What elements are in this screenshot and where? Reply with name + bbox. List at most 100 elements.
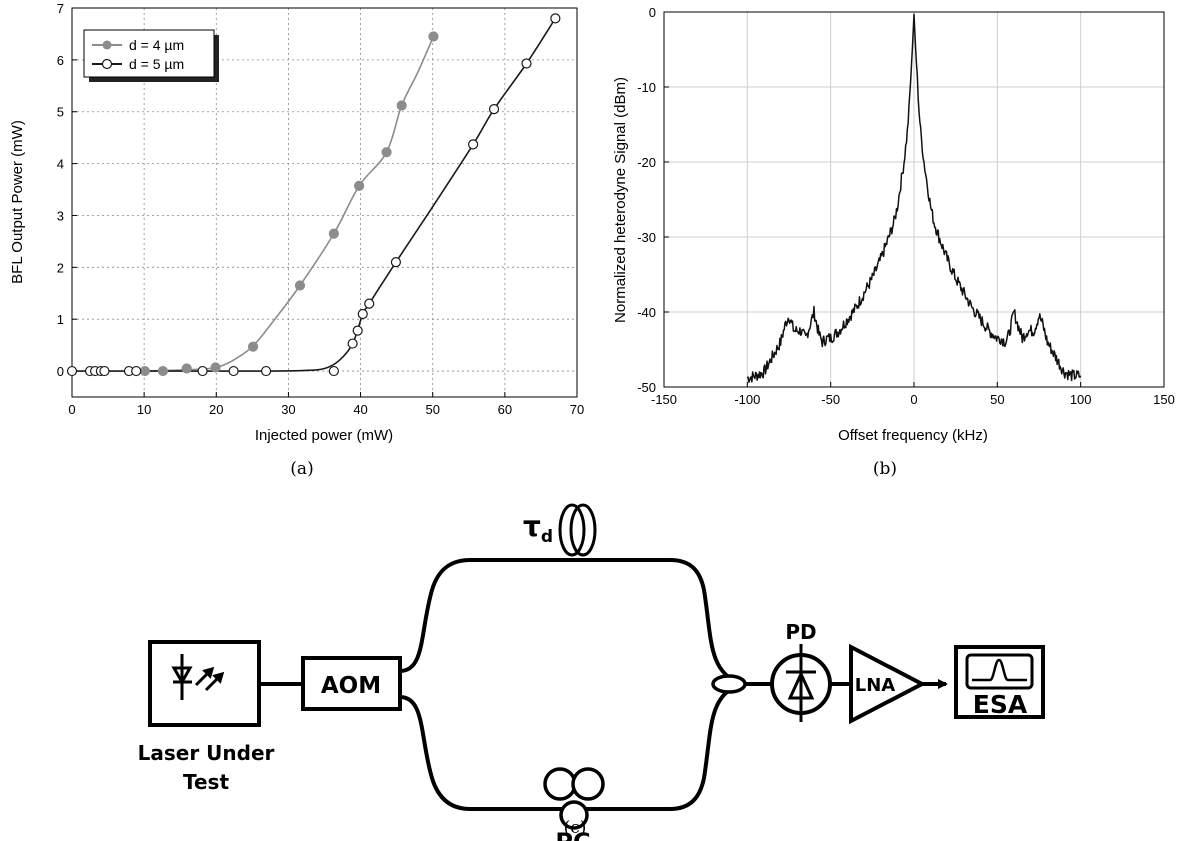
delay-subscript: d	[541, 527, 553, 547]
photodiode-icon	[770, 644, 832, 722]
esa-spectrum-icon	[972, 658, 1027, 682]
esa-label: ESA	[973, 690, 1028, 719]
chart-a-ytick-label: 1	[57, 312, 64, 327]
chart-a-points	[66, 13, 561, 377]
setup-diagram	[148, 503, 1045, 830]
chart-a-series-1-point	[181, 363, 192, 374]
chart-a-series-2-point	[328, 365, 339, 377]
chart-a-ytick-label: 4	[57, 157, 64, 172]
laser-diode-icon	[171, 654, 225, 700]
chart-b: -150 -100 -50 0 50 100 150 0 -10 -20 -30 -40 -50 Off…	[612, 5, 1175, 479]
chart-b-ytick-label: -50	[637, 380, 656, 395]
pc-label: PC	[555, 828, 590, 841]
chart-b-xtick-label: 50	[990, 392, 1004, 407]
fiber-upper-arm	[399, 558, 741, 686]
fiber-coupler-icon	[711, 674, 747, 694]
chart-a: 0 10 20 30 40 50 60 70 0 1 2 3 4 5 6 7 d = 4 µm d = 5 µ…	[9, 1, 584, 479]
chart-a-xtick-label: 10	[137, 402, 151, 417]
chart-a-series-1-point	[157, 365, 168, 377]
chart-b-grid	[664, 12, 1164, 387]
chart-a-series-1-point	[428, 31, 439, 42]
chart-b-xtick-label: -50	[821, 392, 840, 407]
chart-b-xtick-label: -100	[734, 392, 760, 407]
chart-a-ytick-label: 3	[57, 208, 64, 223]
chart-b-ytick-label: 0	[649, 5, 656, 20]
chart-a-series-1-point	[396, 100, 407, 111]
chart-a-ytick-label: 2	[57, 260, 64, 275]
chart-a-series-1-point	[328, 228, 339, 239]
esa-screen-icon	[965, 653, 1034, 690]
chart-a-series-1-point	[247, 341, 259, 352]
chart-a-xtick-label: 40	[353, 402, 367, 417]
chart-a-ytick-label: 6	[57, 53, 64, 68]
chart-a-xtick-label: 60	[498, 402, 512, 417]
delay-symbol: τ	[523, 510, 541, 543]
legend-label-d5: d = 5 µm	[129, 56, 184, 72]
laser-label-line2: Test	[183, 770, 229, 794]
chart-b-series-line	[746, 13, 1082, 383]
chart-a-xtick-label: 0	[68, 402, 75, 417]
chart-b-ylabel: Normalized heterodyne Signal (dBm)	[612, 77, 629, 323]
polarization-controller-icon	[543, 767, 605, 830]
chart-a-series-2-point	[357, 308, 368, 320]
chart-b-ytick-label: -30	[637, 230, 656, 245]
chart-a-ytick-label: 0	[57, 364, 64, 379]
chart-a-series-2-point	[197, 365, 208, 377]
chart-a-series-2-point	[347, 338, 358, 349]
chart-a-series-2-point	[260, 365, 272, 377]
chart-b-xtick-label: -150	[651, 392, 677, 407]
chart-a-ytick-label: 5	[57, 105, 64, 120]
chart-b-lines	[746, 13, 1082, 383]
pd-label: PD	[785, 620, 816, 644]
chart-a-xtick-label: 70	[570, 402, 584, 417]
chart-a-series-2-point	[550, 13, 561, 24]
chart-a-series-1-point	[294, 280, 306, 291]
chart-a-ytick-label: 7	[57, 1, 64, 16]
aom-label: AOM	[321, 673, 381, 699]
chart-a-series-1-point	[354, 180, 365, 192]
chart-a-series-2-point	[228, 365, 239, 377]
chart-a-xlabel: Injected power (mW)	[255, 427, 393, 444]
chart-a-series-2-point	[488, 104, 500, 115]
chart-b-ytick-label: -20	[637, 155, 656, 170]
chart-b-xlabel: Offset frequency (kHz)	[838, 427, 988, 444]
fiber-delay-coil-icon	[558, 503, 597, 557]
setup-diagram-labels: Laser Under Test AOM τd PC PD LNA ESA	[138, 510, 1028, 841]
panel-b-label: (b)	[873, 459, 897, 479]
legend-marker-d4	[102, 40, 112, 50]
chart-b-ytick-label: -40	[637, 305, 656, 320]
laser-box	[148, 640, 261, 727]
chart-a-series-2-point	[131, 365, 142, 377]
aom-box	[301, 656, 402, 711]
chart-a-series-2-point	[364, 298, 375, 309]
chart-a-frame	[71, 7, 578, 398]
chart-a-ticks: 0 10 20 30 40 50 60 70 0 1 2 3 4 5 6 7	[57, 1, 584, 417]
lna-amplifier-icon	[849, 643, 927, 725]
chart-a-series-1-point	[381, 147, 392, 158]
lna-label: LNA	[855, 675, 896, 696]
panel-a-label: (a)	[290, 459, 313, 479]
chart-a-series-2-point	[352, 325, 363, 336]
panel-c-label: (c)	[564, 818, 587, 838]
chart-a-xtick-label: 20	[209, 402, 223, 417]
chart-b-xtick-label: 0	[910, 392, 917, 407]
chart-b-xtick-label: 150	[1153, 392, 1175, 407]
chart-a-legend: d = 4 µm d = 5 µm	[83, 29, 219, 82]
chart-a-series-2-point	[468, 139, 479, 150]
legend-label-d4: d = 4 µm	[129, 37, 184, 53]
delay-label: τd	[523, 510, 553, 547]
chart-a-series-1-point	[210, 362, 221, 373]
chart-a-xtick-label: 50	[425, 402, 439, 417]
chart-a-series-2-point	[66, 365, 78, 377]
chart-b-ytick-label: -10	[637, 80, 656, 95]
legend-marker-d5	[101, 58, 113, 70]
chart-a-xtick-label: 30	[281, 402, 295, 417]
chart-a-ylabel: BFL Output Power (mW)	[9, 120, 26, 284]
esa-box	[954, 645, 1045, 719]
chart-b-ticks: -150 -100 -50 0 50 100 150 0 -10 -20 -30 -40 -50	[637, 5, 1175, 407]
chart-a-series-2-point	[390, 257, 402, 268]
laser-label-line1: Laser Under	[138, 741, 275, 765]
chart-a-series-1-point	[139, 365, 150, 377]
chart-a-series-2-point	[521, 58, 532, 69]
